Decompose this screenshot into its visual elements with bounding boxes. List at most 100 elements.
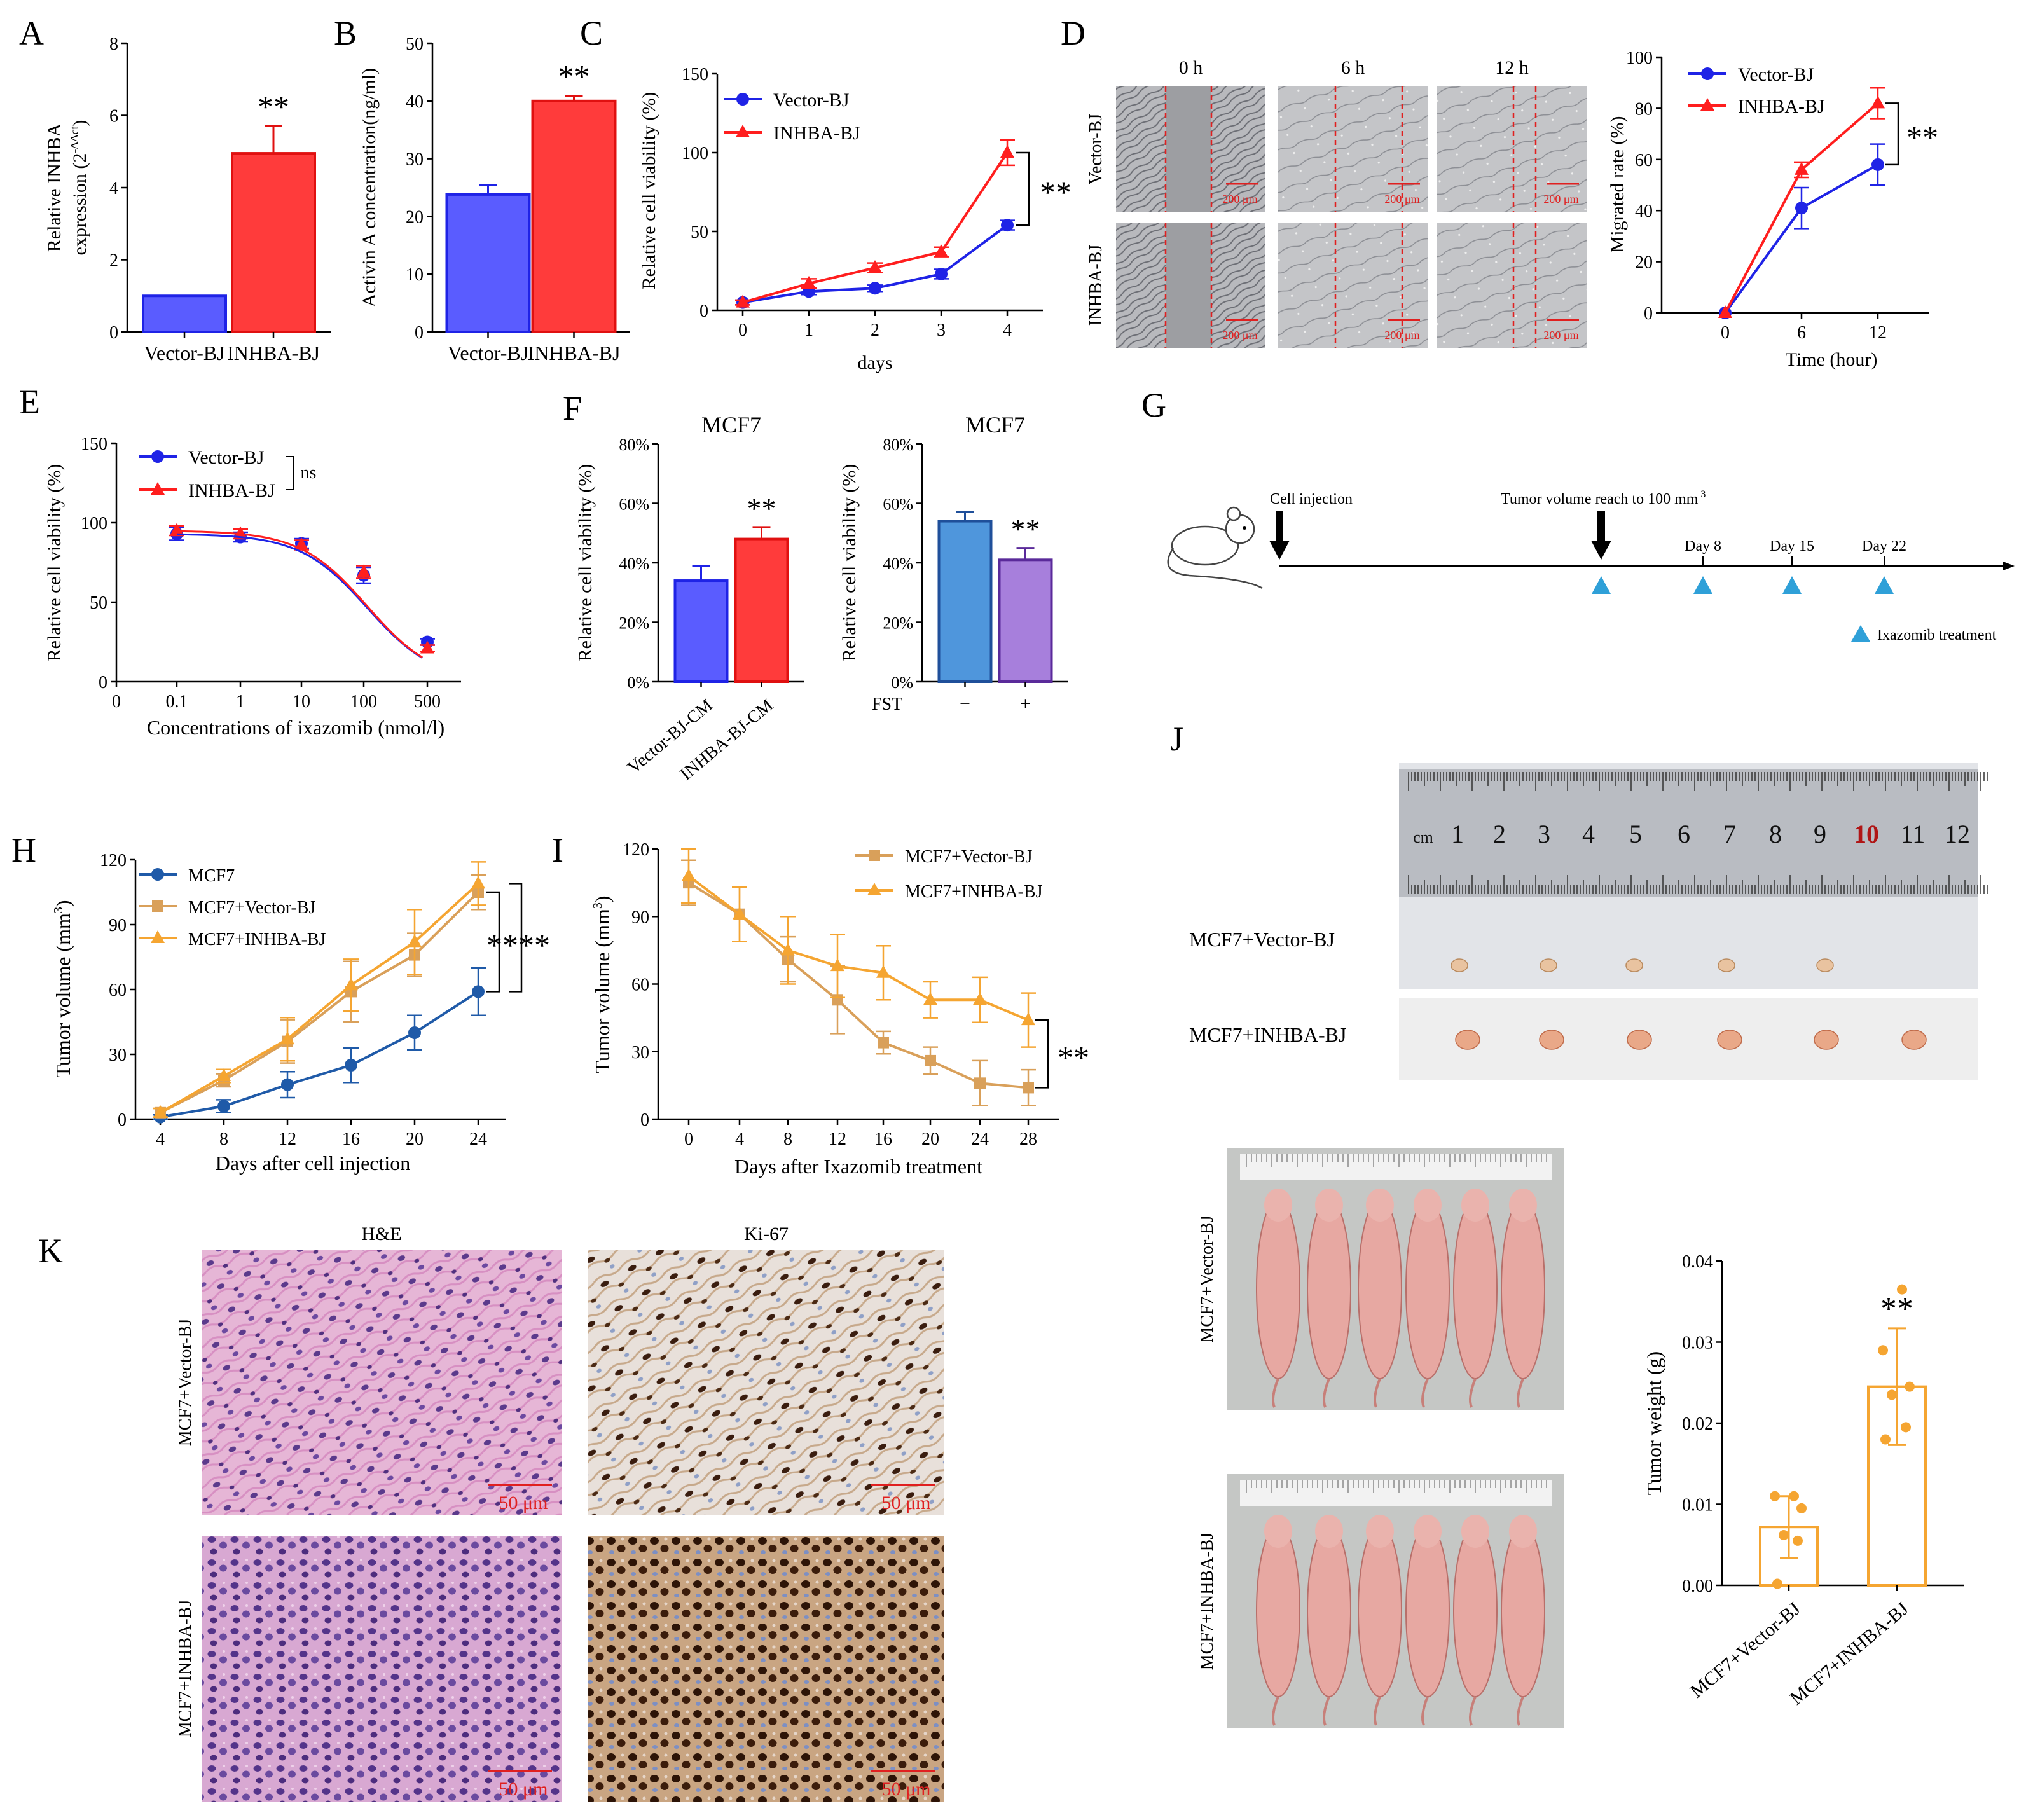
significance-bracket [509, 883, 523, 993]
ruler-number: 1 [1451, 820, 1464, 848]
event-label-sup: 3 [1698, 489, 1706, 500]
x-tick-label: 12 [279, 1129, 296, 1149]
y-tick-label: 20 [1635, 253, 1653, 273]
bar-1 [673, 579, 729, 683]
event-label: Cell injection [1270, 491, 1353, 507]
scale-bar-label: 200 μm [1222, 329, 1257, 341]
significance-label: ** [1058, 1039, 1089, 1075]
data-point [1770, 1491, 1780, 1501]
bar-1 [142, 294, 227, 333]
row-label: Vector-BJ [1086, 114, 1106, 185]
legend-label: MCF7+Vector-BJ [905, 847, 1032, 867]
data-point [1718, 305, 1732, 318]
y-tick-label: 0.00 [1682, 1576, 1713, 1596]
data-point [935, 267, 948, 280]
mouse-tail [1272, 1378, 1279, 1408]
ruler-number: 5 [1629, 820, 1642, 848]
y-tick-label: 50 [406, 34, 424, 54]
x-axis-title: Concentrations of ixazomib (nmol/l) [147, 716, 444, 739]
timeline-arrowhead [2003, 562, 2015, 570]
series-line-3 [159, 882, 479, 1114]
tumor [1627, 1030, 1652, 1050]
column-header: 12 h [1495, 57, 1529, 78]
cell-texture [1437, 223, 1587, 348]
treatment-marker [1693, 576, 1712, 594]
ruler-number: 7 [1723, 820, 1736, 848]
legend-marker [1701, 67, 1714, 80]
x-axis-title: days [858, 352, 893, 373]
y-tick-label: 20 [406, 207, 424, 227]
y-axis-title-part: Tumor volume (mm [52, 913, 74, 1078]
chart-title: MCF7 [701, 412, 761, 438]
significance-label: ns [301, 463, 317, 483]
data-point [357, 564, 371, 577]
data-point [408, 1026, 421, 1039]
data-point [472, 985, 485, 998]
data-point [153, 1105, 167, 1118]
y-tick-label: 30 [631, 1043, 649, 1063]
series-line-1 [160, 990, 479, 1119]
data-point [781, 942, 795, 956]
data-point [736, 294, 750, 308]
ruler-number: 6 [1678, 820, 1690, 848]
significance-bracket [1016, 151, 1030, 226]
mouse-tail [1469, 1378, 1477, 1408]
mouse-tail [1469, 1696, 1477, 1726]
y-axis-title: expression (2-ΔΔct) [68, 120, 90, 256]
y-tick-label: 40% [883, 555, 913, 573]
data-point [1779, 1529, 1789, 1540]
data-point [1795, 162, 1809, 175]
legend-marker [1700, 98, 1714, 111]
mouse [1501, 1198, 1545, 1379]
histology-image: 50 μm [588, 1250, 944, 1515]
y-tick-label: 2 [109, 251, 118, 271]
legend-label: Ixazomib treatment [1877, 627, 1997, 644]
significance-bracket [286, 456, 294, 490]
bar-2 [734, 537, 789, 683]
data-point [1897, 1284, 1907, 1295]
y-tick-label: 150 [682, 65, 708, 85]
panel-letter: E [19, 383, 40, 421]
y-axis-title: Relative cell viability (%) [839, 464, 860, 662]
tumor-row-label: MCF7+INHBA-BJ [1189, 1023, 1346, 1046]
bar-2 [531, 99, 617, 334]
data-point [733, 906, 747, 920]
y-tick-label: 80% [619, 436, 649, 454]
tumor-row-label: MCF7+Vector-BJ [1189, 928, 1335, 951]
ruler-number: 8 [1769, 820, 1782, 848]
panel-letter: F [563, 389, 582, 427]
y-tick-label: 0 [699, 301, 708, 321]
mouse-tail [1323, 1378, 1330, 1408]
panel-letter: D [1061, 14, 1085, 52]
event-arrow-shaft [1597, 511, 1605, 544]
mouse-tail [1374, 1696, 1381, 1726]
day-label: Day 15 [1770, 538, 1814, 555]
mouse-tail [1421, 1378, 1429, 1408]
data-point [869, 282, 881, 295]
legend-marker [736, 93, 749, 106]
legend-label: MCF7 [188, 866, 235, 886]
data-point [868, 260, 882, 273]
x-tick-label: 1 [804, 321, 813, 340]
panel-letter: B [334, 14, 357, 52]
data-point [1887, 1389, 1897, 1400]
bar-2 [998, 558, 1053, 684]
y-tick-label: 100 [1626, 48, 1653, 68]
x-tick-label: 0 [1721, 323, 1730, 343]
y-axis-title-part: ) [591, 895, 614, 902]
y-tick-label: 150 [81, 434, 107, 454]
x-tick-label: MCF7+Vector-BJ [1686, 1598, 1805, 1702]
row-label: INHBA-BJ [1086, 245, 1106, 326]
legend-marker [152, 900, 163, 912]
y-tick-label: 50 [691, 223, 708, 242]
y-tick-label: 0% [627, 673, 649, 692]
fit-curve-2 [176, 530, 423, 658]
tumor [1717, 1030, 1742, 1050]
data-point [471, 876, 485, 889]
significance-label: ** [1906, 120, 1938, 155]
data-point [878, 1037, 889, 1049]
ruler-number: 9 [1814, 820, 1826, 848]
data-point [1871, 95, 1885, 109]
significance-label: ** [1040, 174, 1072, 210]
